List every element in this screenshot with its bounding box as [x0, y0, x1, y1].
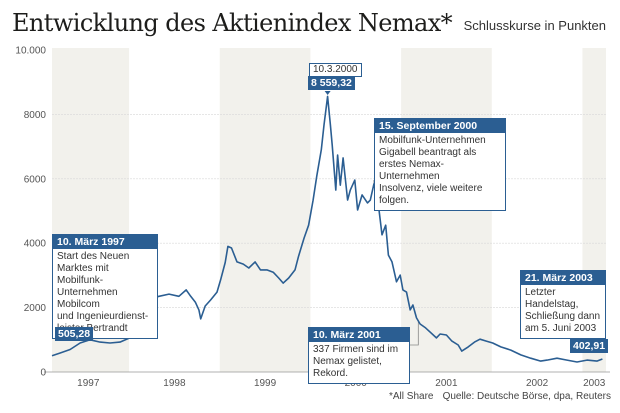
- x-tick-label: 2001: [435, 378, 458, 389]
- y-tick-label: 10.000: [15, 46, 46, 57]
- annotation-1997-line: Start des Neuen: [57, 251, 130, 262]
- annotation-march-2003-line: Letzter Handelstag,: [525, 287, 579, 310]
- annotation-1997: 10. März 1997 Start des Neuen Marktes mi…: [52, 234, 158, 339]
- chart-subtitle: Schlusskurse in Punkten: [463, 18, 606, 33]
- annotation-march-2003: 21. März 2003 Letzter Handelstag, Schlie…: [520, 270, 606, 339]
- y-tick-label: 0: [40, 368, 46, 379]
- chart-title: Entwicklung des Aktienindex Nemax*: [12, 9, 453, 37]
- annotation-march-2001-line: Nemax gelistet, Rekord.: [313, 356, 382, 379]
- x-tick-label: 2003: [583, 378, 606, 389]
- annotation-1997-line: und Ingenieurdienst-: [57, 311, 149, 322]
- annotation-sept-2000-line: Mobilfunk-Unternehmen: [379, 135, 486, 146]
- annotation-1997-line: Marktes mit Mobilfunk-: [57, 263, 109, 286]
- x-tick-label: 1998: [163, 378, 186, 389]
- peak-value-label: 8 559,32: [308, 76, 355, 90]
- annotation-sept-2000: 15. September 2000 Mobilfunk-Unternehmen…: [374, 118, 506, 211]
- x-tick-label: 2002: [526, 378, 549, 389]
- year-band: [219, 48, 311, 372]
- x-tick-label: 1999: [254, 378, 277, 389]
- annotation-march-2003-date: 21. März 2003: [521, 271, 605, 285]
- end-value-label: 402,91: [570, 339, 609, 353]
- leader-line-march-2001: [408, 321, 419, 346]
- annotation-march-2003-line: Schließung dann: [525, 311, 601, 322]
- annotation-1997-line: Unternehmen Mobilcom: [57, 287, 118, 310]
- footnote: *All Share: [389, 391, 434, 402]
- annotation-1997-date: 10. März 1997: [53, 235, 157, 249]
- peak-pointer: [324, 91, 331, 95]
- annotation-sept-2000-line: Gigabell beantragt als: [379, 147, 477, 158]
- annotation-sept-2000-line: erstes Nemax-Unternehmen: [379, 159, 445, 182]
- y-tick-label: 4000: [24, 239, 47, 250]
- start-value-label: 505,28: [55, 327, 94, 341]
- source-note: Quelle: Deutsche Börse, dpa, Reuters: [442, 391, 611, 402]
- annotation-march-2001: 10. März 2001 337 Firmen sind im Nemax g…: [308, 327, 410, 384]
- y-tick-label: 2000: [24, 303, 47, 314]
- y-tick-label: 8000: [24, 110, 47, 121]
- annotation-march-2001-line: 337 Firmen sind im: [313, 344, 399, 355]
- annotation-sept-2000-date: 15. September 2000: [375, 119, 505, 133]
- peak-date-label: 10.3.2000: [309, 63, 362, 77]
- series-line-nemax: [51, 95, 603, 363]
- annotation-sept-2000-line: Insolvenz, viele weitere folgen.: [379, 183, 483, 206]
- annotation-march-2003-line: am 5. Juni 2003: [525, 323, 597, 334]
- annotation-march-2001-date: 10. März 2001: [309, 328, 409, 342]
- x-tick-label: 1997: [77, 378, 100, 389]
- y-tick-label: 6000: [24, 174, 47, 185]
